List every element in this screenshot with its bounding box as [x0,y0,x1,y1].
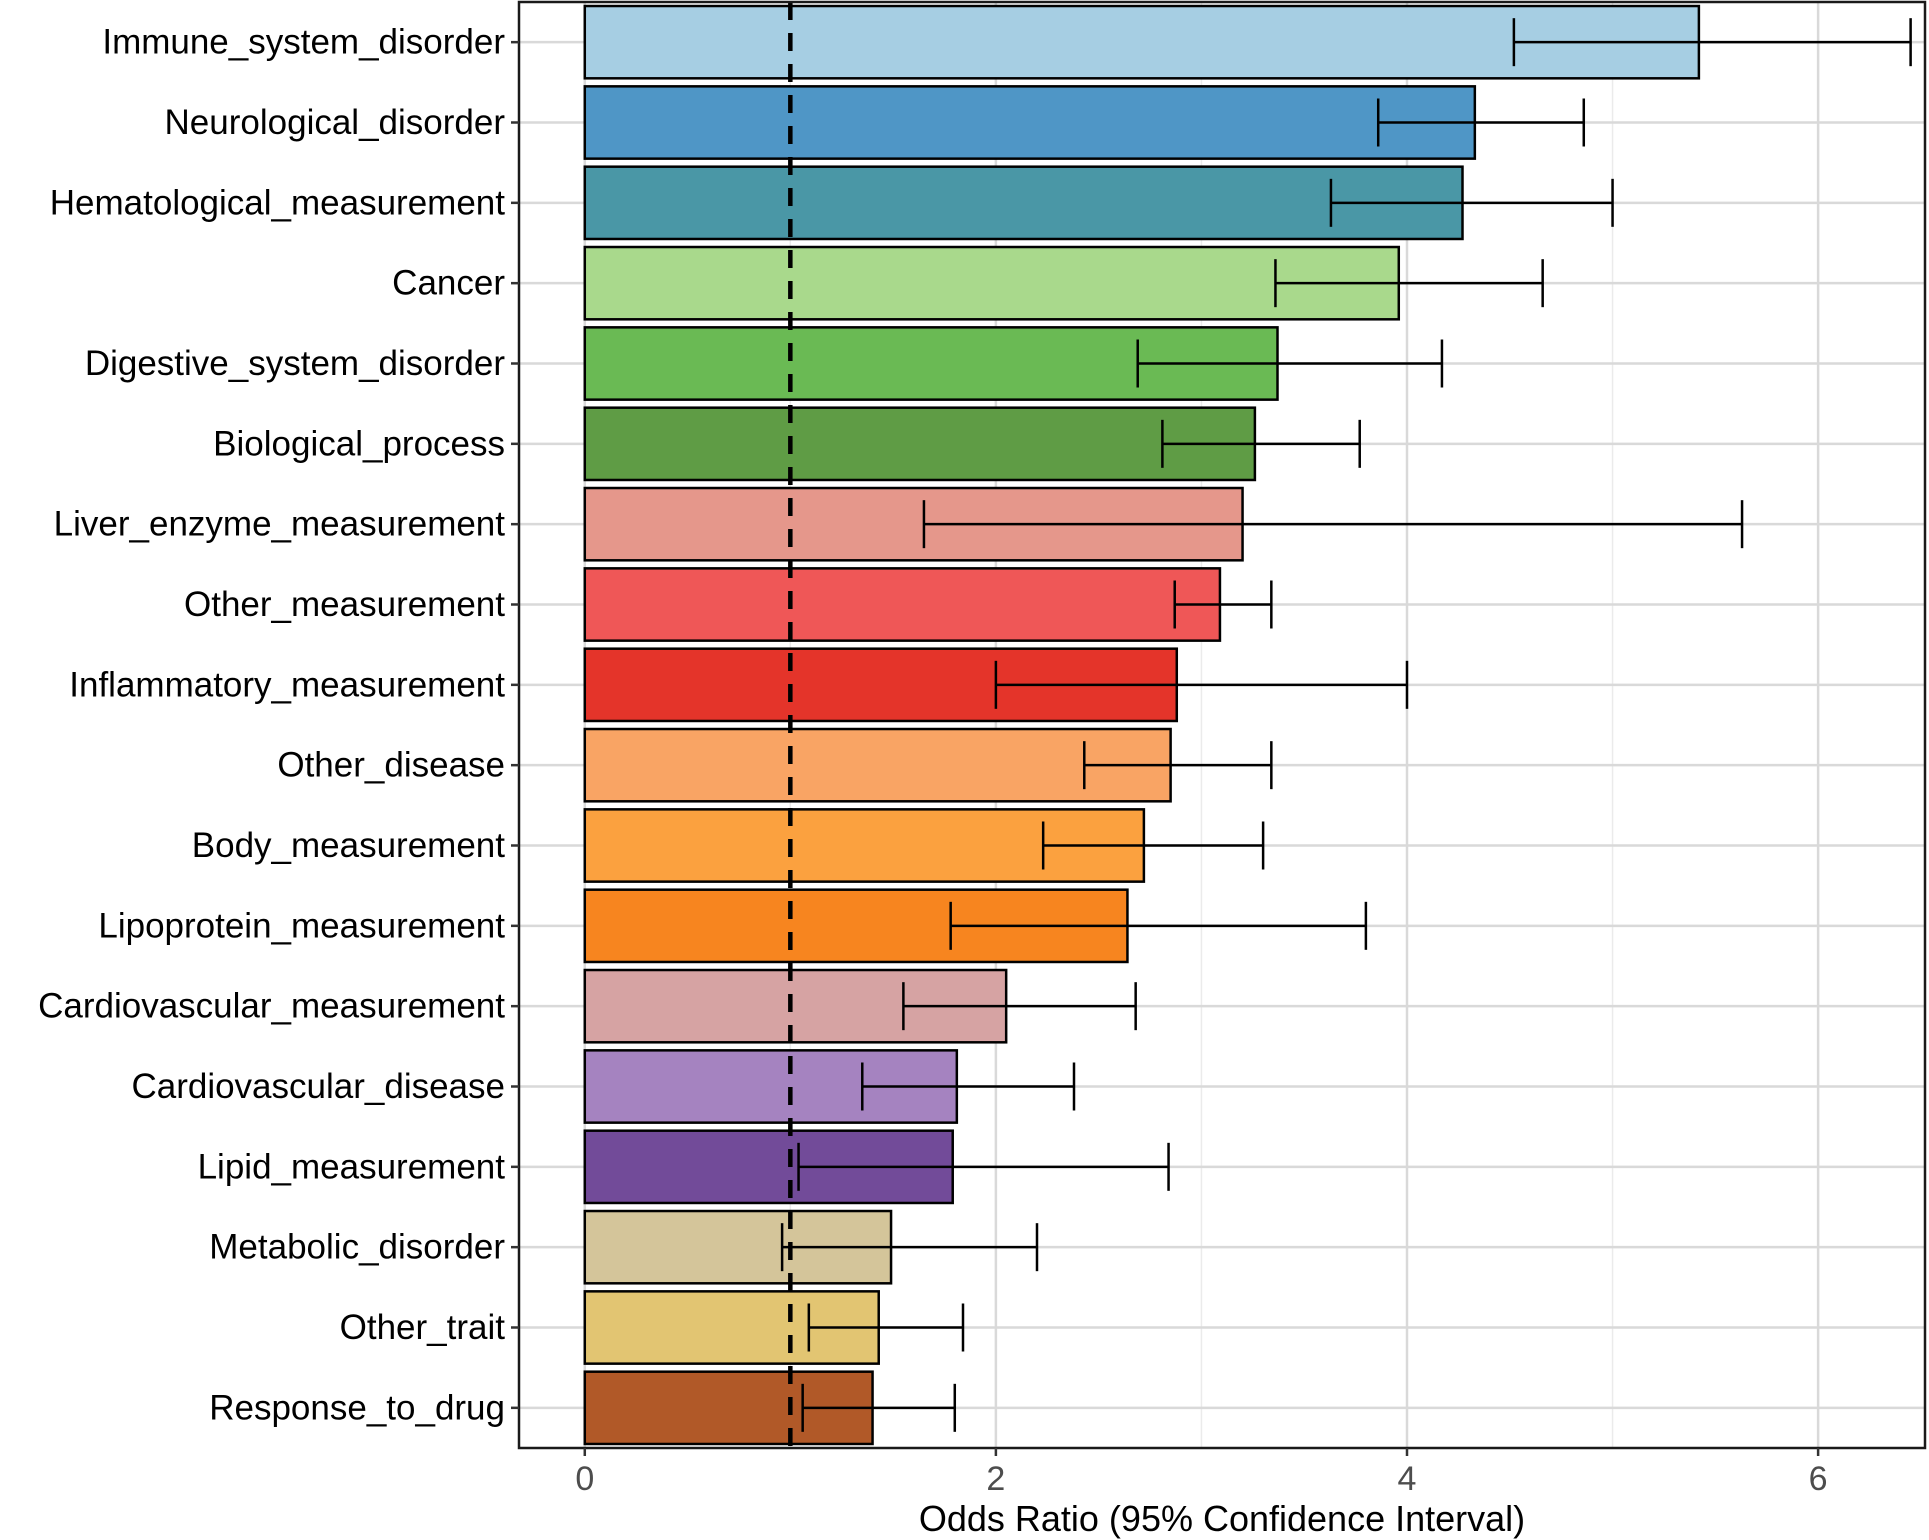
category-label: Cardiovascular_measurement [38,987,505,1026]
error-bar [861,1062,1076,1111]
x-axis: 0 2 4 6 [575,1448,1828,1498]
category-label: Neurological_disorder [165,103,506,142]
category-label: Response_to_drug [209,1388,505,1427]
x-tick-label: 0 [575,1460,594,1498]
y-axis: Immune_system_disorder Neurological_disor… [38,23,519,1427]
error-bars [780,18,1912,1432]
error-bar [1083,741,1273,790]
error-bar [801,1383,957,1432]
category-label: Lipid_measurement [198,1147,506,1186]
category-label: Digestive_system_disorder [85,344,506,383]
category-label: Biological_process [213,424,505,463]
category-label: Inflammatory_measurement [69,665,505,704]
category-label: Body_measurement [192,826,505,865]
bar-hematological-measurement [583,165,1464,241]
error-bar [807,1303,965,1352]
error-bar [949,901,1368,950]
bars [583,4,1701,1446]
category-label: Metabolic_disorder [209,1228,505,1267]
error-bar [1136,339,1444,388]
x-tick-label: 2 [986,1460,1005,1498]
error-bar [1161,419,1361,468]
error-bar [994,660,1409,709]
category-label: Other_trait [340,1308,506,1347]
bar-neurological-disorder [583,85,1477,160]
category-label: Liver_enzyme_measurement [54,505,506,544]
bar-cancer [583,245,1401,321]
category-label: Cancer [392,264,505,303]
category-label: Immune_system_disorder [102,23,505,62]
error-bar [1041,821,1265,870]
plot-panel-border [517,0,1927,1450]
x-tick-label: 4 [1398,1460,1417,1498]
error-bar [1329,178,1614,227]
category-label: Lipoprotein_measurement [98,906,505,945]
error-bar [902,982,1137,1031]
bar-other-disease [583,727,1172,803]
error-bar [1376,98,1586,147]
error-bar [1173,580,1273,629]
bar-biological-process [583,406,1257,482]
x-axis-title: Odds Ratio (95% Confidence Interval) [919,1498,1525,1539]
category-label: Other_disease [277,746,505,785]
bar-other-measurement [583,567,1222,642]
error-bar [922,500,1744,549]
category-label: Other_measurement [184,585,505,624]
error-bar [797,1142,1170,1191]
error-bar [1274,259,1544,308]
error-bar [1512,18,1912,67]
category-label: Hematological_measurement [50,183,505,222]
category-label: Cardiovascular_disease [131,1067,505,1106]
x-tick-label: 6 [1809,1460,1828,1498]
error-bar [780,1223,1039,1272]
